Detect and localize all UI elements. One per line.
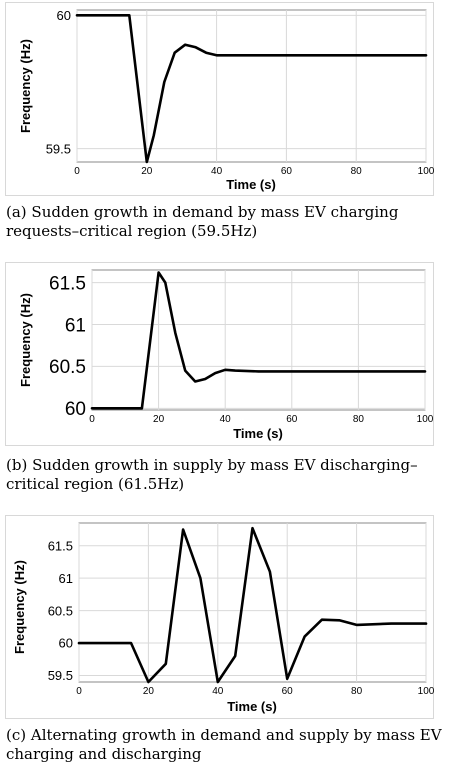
ticks-a: 0 20 40 60 80 100 59.5 60	[46, 8, 435, 177]
caption-b: (b) Sudden growth in supply by mass EV d…	[6, 456, 418, 493]
x-tick-label-a: 20	[141, 166, 153, 177]
x-axis-label-b: Time (s)	[233, 426, 283, 441]
x-tick-label-c: 100	[418, 686, 435, 697]
x-tick-label-b: 60	[286, 414, 298, 425]
y-tick-label-a: 60	[57, 8, 71, 23]
y-tick-label-c: 59.5	[48, 668, 73, 683]
gridlines-c	[78, 523, 427, 682]
chart-panel-b: 0 20 40 60 80 100 60 60.5 61 61.5 Time (s) Freque…	[5, 262, 434, 446]
x-tick-label-c: 80	[351, 686, 363, 697]
y-tick-label-c: 61.5	[48, 538, 73, 553]
plot-area-b	[91, 269, 426, 411]
y-axis-label-c: Frequency (Hz)	[12, 560, 27, 654]
x-tick-label-a: 40	[211, 166, 223, 177]
x-tick-label-a: 60	[281, 166, 293, 177]
chart-panel-c: 0 20 40 60 80 100 59.5 60 60.5 61 61.5 Time (s) Fr…	[5, 515, 435, 719]
y-tick-label-b: 61.5	[49, 273, 86, 294]
frequency-curve-c	[77, 526, 428, 684]
caption-a: (a) Sudden growth in demand by mass EV c…	[6, 203, 399, 240]
y-tick-label-a: 59.5	[46, 141, 71, 156]
x-axis-label-c: Time (s)	[227, 699, 277, 714]
chart-panel-a: 0 20 40 60 80 100 59.5 60 Time (s) Frequency (H…	[5, 2, 435, 196]
y-axis-label-a: Frequency (Hz)	[18, 39, 33, 133]
x-tick-label-c: 0	[76, 686, 82, 697]
frequency-curve-a	[75, 14, 428, 164]
ticks-c: 0 20 40 60 80 100 59.5 60 60.5 61 61.5	[48, 538, 435, 697]
y-tick-label-b: 60.5	[49, 357, 86, 378]
caption-c: (c) Alternating growth in demand and sup…	[6, 726, 442, 763]
y-tick-label-b: 61	[65, 315, 86, 336]
x-tick-label-b: 40	[220, 414, 232, 425]
ticks-b: 0 20 40 60 80 100 60 60.5 61 61.5	[49, 273, 434, 425]
x-tick-label-c: 40	[212, 686, 224, 697]
y-axis-label-b: Frequency (Hz)	[18, 293, 33, 387]
y-tick-label-c: 60	[59, 636, 73, 651]
plot-area-c	[78, 522, 427, 683]
y-tick-label-c: 61	[59, 571, 73, 586]
x-tick-label-a: 80	[351, 166, 363, 177]
x-axis-label-a: Time (s)	[226, 177, 276, 192]
gridlines-a	[76, 10, 427, 162]
x-tick-label-b: 20	[153, 414, 165, 425]
y-tick-label-c: 60.5	[48, 603, 73, 618]
x-tick-label-c: 60	[282, 686, 294, 697]
x-tick-label-b: 0	[89, 414, 95, 425]
x-tick-label-a: 100	[418, 166, 435, 177]
x-tick-label-b: 100	[417, 414, 434, 425]
y-tick-label-b: 60	[65, 399, 86, 420]
x-tick-label-b: 80	[353, 414, 365, 425]
x-tick-label-c: 20	[143, 686, 155, 697]
frequency-curve-b	[90, 271, 427, 410]
x-tick-label-a: 0	[74, 166, 80, 177]
plot-area-a	[76, 9, 427, 163]
